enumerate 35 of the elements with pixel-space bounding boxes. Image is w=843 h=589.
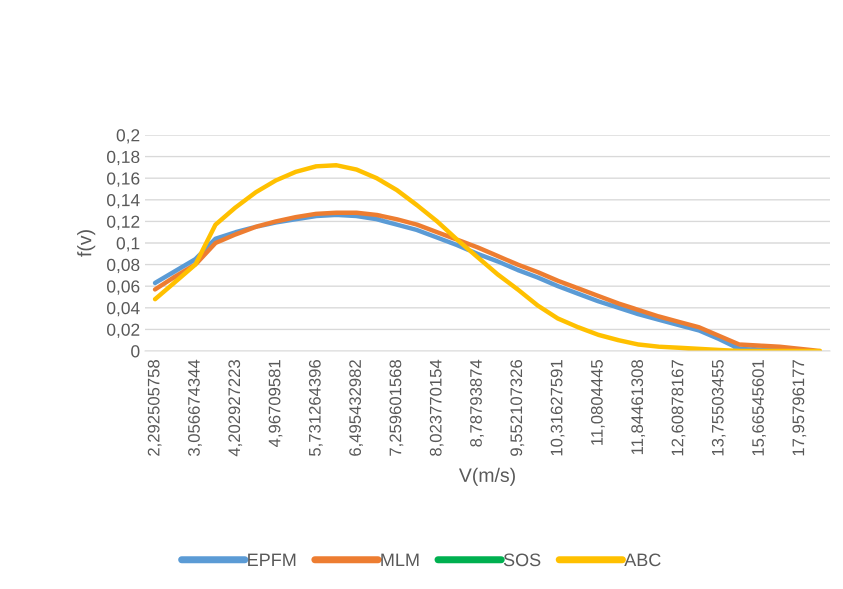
x-axis-title: V(m/s) xyxy=(458,468,515,486)
y-tick-label: 0,2 xyxy=(116,129,140,144)
x-tick-label: 10,31627591 xyxy=(550,360,564,456)
x-tick-label: 2,292505758 xyxy=(148,360,162,456)
x-tick-label: 12,60878167 xyxy=(672,360,686,456)
x-tick-label: 11,84461308 xyxy=(631,360,646,454)
y-tick-label: 0,08 xyxy=(107,258,140,274)
y-tick-label: 0,1 xyxy=(116,237,140,252)
x-tick-label: 13,75503455 xyxy=(712,360,726,456)
y-tick-label: 0,04 xyxy=(107,302,140,316)
x-tick-label: 11,0804445 xyxy=(590,360,605,445)
x-tick-label: 4,202927223 xyxy=(228,360,242,456)
x-tick-label: 8,023770154 xyxy=(430,360,444,456)
y-tick-label: 0,14 xyxy=(107,194,140,208)
legend-label: EPFM xyxy=(248,554,296,566)
x-tick-label: 6,495432982 xyxy=(349,360,363,456)
y-axis-title: f(v) xyxy=(77,230,96,257)
x-tick-label: 5,731264396 xyxy=(308,360,323,456)
y-tick-label: 0,06 xyxy=(107,280,140,295)
line-series xyxy=(152,163,822,351)
x-tick-label: 9,552107326 xyxy=(510,360,524,456)
legend-label: ABC xyxy=(624,553,661,566)
x-tick-label: 4,96709581 xyxy=(268,360,282,447)
y-tick-label: 0,18 xyxy=(107,150,140,166)
y-tick-label: 0,12 xyxy=(107,216,140,230)
y-tick-label: 0 xyxy=(131,345,140,358)
legend-label: MLM xyxy=(381,554,418,566)
x-tick-label: 17,95796177 xyxy=(792,360,806,456)
x-tick-label: 3,056674344 xyxy=(188,360,202,456)
x-tick-label: 8,78793874 xyxy=(470,360,484,447)
y-tick-label: 0,16 xyxy=(107,172,140,187)
x-tick-label: 15,66545601 xyxy=(752,360,766,456)
legend-label: SOS xyxy=(504,553,540,566)
x-tick-label: 7,259601568 xyxy=(390,360,404,456)
y-tick-label: 0,02 xyxy=(107,324,140,338)
